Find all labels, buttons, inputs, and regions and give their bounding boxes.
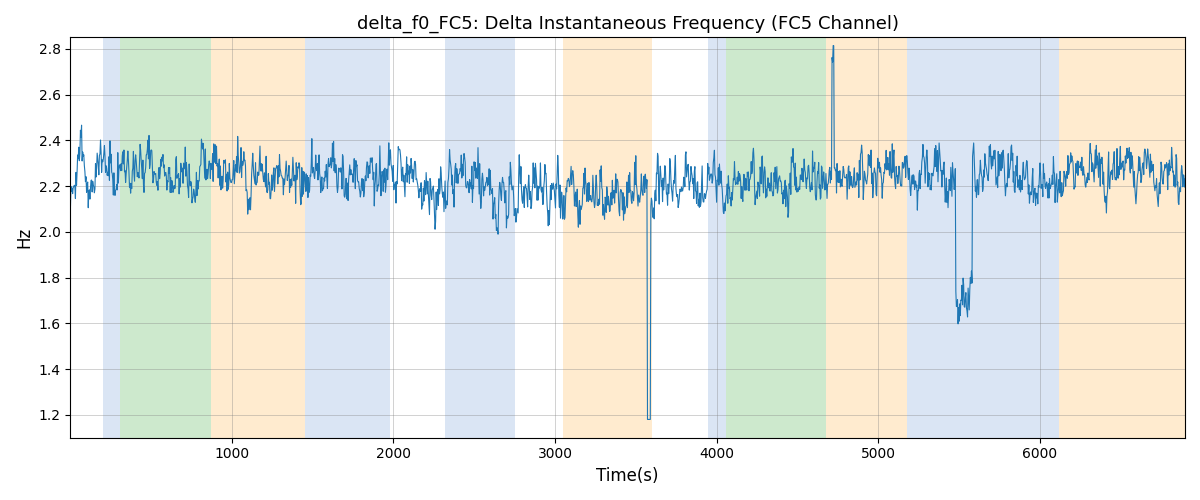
Bar xyxy=(103,38,120,438)
Bar xyxy=(563,38,652,438)
Bar xyxy=(1060,38,1186,438)
Bar xyxy=(445,38,515,438)
Title: delta_f0_FC5: Delta Instantaneous Frequency (FC5 Channel): delta_f0_FC5: Delta Instantaneous Freque… xyxy=(356,15,899,34)
Bar xyxy=(907,38,1060,438)
Bar xyxy=(726,38,827,438)
Bar xyxy=(211,38,305,438)
Bar xyxy=(708,38,726,438)
X-axis label: Time(s): Time(s) xyxy=(596,467,659,485)
Bar xyxy=(827,38,907,438)
Bar xyxy=(120,38,211,438)
Bar xyxy=(305,38,390,438)
Y-axis label: Hz: Hz xyxy=(14,227,32,248)
